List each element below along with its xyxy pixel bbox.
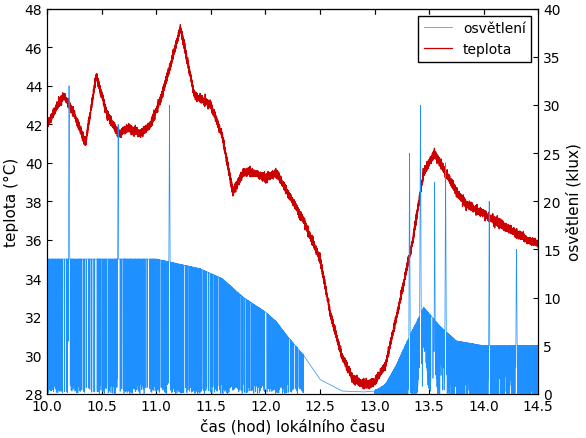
osvětlení bbox=[352, 389, 359, 394]
osvětlení bbox=[535, 343, 542, 349]
teplota bbox=[360, 386, 367, 392]
teplota bbox=[344, 364, 351, 369]
Line: osvětlení: osvětlení bbox=[47, 87, 539, 394]
Legend: osvětlení, teplota: osvětlení, teplota bbox=[418, 17, 532, 63]
teplota bbox=[177, 23, 184, 28]
osvětlení bbox=[431, 244, 438, 249]
teplota bbox=[44, 121, 51, 127]
teplota bbox=[72, 113, 79, 119]
osvětlení bbox=[66, 84, 73, 89]
Line: teplota: teplota bbox=[47, 25, 539, 389]
osvětlení bbox=[527, 343, 534, 349]
teplota bbox=[431, 150, 438, 155]
teplota bbox=[535, 240, 542, 245]
osvětlení bbox=[72, 388, 79, 393]
osvětlení bbox=[175, 262, 182, 267]
Y-axis label: teplota (°C): teplota (°C) bbox=[4, 157, 19, 246]
osvětlení bbox=[371, 392, 378, 397]
osvětlení bbox=[344, 389, 351, 394]
osvětlení bbox=[44, 257, 51, 262]
X-axis label: čas (hod) lokálního času: čas (hod) lokálního času bbox=[200, 418, 386, 434]
Y-axis label: osvětlení (klux): osvětlení (klux) bbox=[566, 143, 582, 261]
teplota bbox=[352, 379, 359, 384]
teplota bbox=[527, 240, 534, 245]
teplota bbox=[175, 35, 182, 41]
